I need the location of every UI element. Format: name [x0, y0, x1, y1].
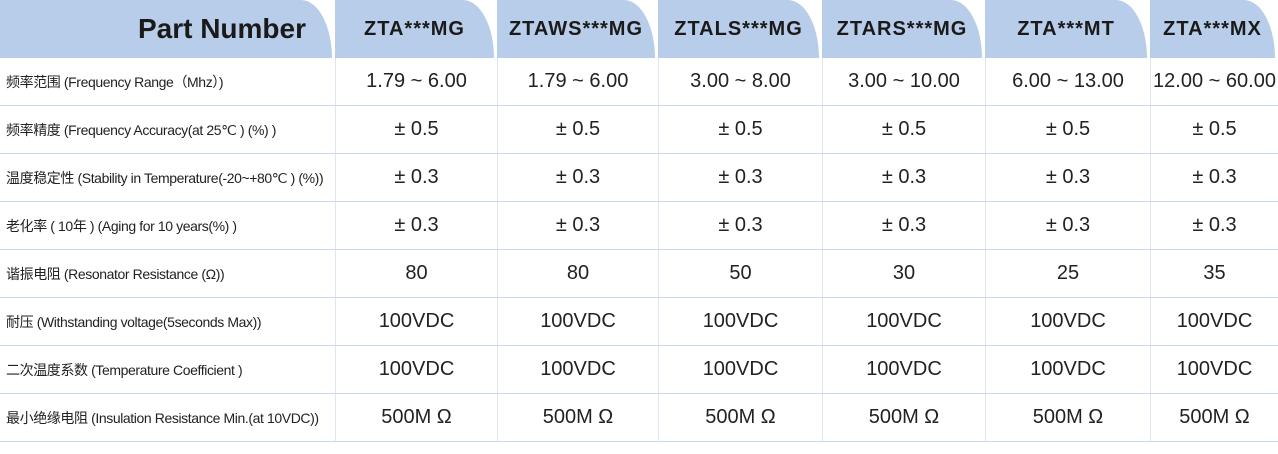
cell-value: 3.00 ~ 8.00	[658, 58, 822, 106]
cell-value: ± 0.5	[985, 106, 1150, 154]
cell-value: 100VDC	[497, 346, 658, 394]
cell-value: ± 0.3	[335, 154, 497, 202]
cell-value: 100VDC	[1150, 298, 1278, 346]
header-title: Part Number	[0, 0, 335, 58]
cell-value: 100VDC	[658, 346, 822, 394]
column-header: ZTARS***MG	[822, 0, 985, 58]
column-header: ZTA***MX	[1150, 0, 1278, 58]
cell-value: ± 0.3	[658, 202, 822, 250]
cell-value: 80	[335, 250, 497, 298]
cell-value: 100VDC	[985, 298, 1150, 346]
cell-value: ± 0.3	[822, 202, 985, 250]
cell-value: 100VDC	[335, 346, 497, 394]
cell-value: 500M Ω	[497, 394, 658, 442]
cell-value: 100VDC	[658, 298, 822, 346]
column-header: ZTA***MG	[335, 0, 497, 58]
cell-value: 3.00 ~ 10.00	[822, 58, 985, 106]
row-label: 频率范围 (Frequency Range（Mhz）)	[0, 58, 335, 106]
row-label: 最小绝缘电阻 (Insulation Resistance Min.(at 10…	[0, 394, 335, 442]
row-label: 老化率 ( 10年 ) (Aging for 10 years(%) )	[0, 202, 335, 250]
cell-value: 100VDC	[822, 346, 985, 394]
cell-value: 35	[1150, 250, 1278, 298]
cell-value: ± 0.5	[822, 106, 985, 154]
cell-value: 100VDC	[335, 298, 497, 346]
cell-value: ± 0.3	[335, 202, 497, 250]
cell-value: ± 0.5	[1150, 106, 1278, 154]
cell-value: 500M Ω	[985, 394, 1150, 442]
cell-value: ± 0.3	[1150, 202, 1278, 250]
cell-value: 100VDC	[1150, 346, 1278, 394]
cell-value: ± 0.3	[497, 202, 658, 250]
cell-value: ± 0.5	[335, 106, 497, 154]
cell-value: 30	[822, 250, 985, 298]
cell-value: 500M Ω	[335, 394, 497, 442]
cell-value: ± 0.3	[985, 154, 1150, 202]
cell-value: 1.79 ~ 6.00	[497, 58, 658, 106]
row-label: 耐压 (Withstanding voltage(5seconds Max))	[0, 298, 335, 346]
cell-value: ± 0.5	[658, 106, 822, 154]
cell-value: 500M Ω	[1150, 394, 1278, 442]
cell-value: ± 0.3	[658, 154, 822, 202]
cell-value: 50	[658, 250, 822, 298]
row-label: 频率精度 (Frequency Accuracy(at 25℃ ) (%) )	[0, 106, 335, 154]
column-header: ZTAWS***MG	[497, 0, 658, 58]
cell-value: 100VDC	[497, 298, 658, 346]
cell-value: 500M Ω	[658, 394, 822, 442]
cell-value: 25	[985, 250, 1150, 298]
row-label: 谐振电阻 (Resonator Resistance (Ω))	[0, 250, 335, 298]
row-label: 温度稳定性 (Stability in Temperature(-20~+80℃…	[0, 154, 335, 202]
cell-value: ± 0.5	[497, 106, 658, 154]
cell-value: 100VDC	[985, 346, 1150, 394]
cell-value: 12.00 ~ 60.00	[1150, 58, 1278, 106]
cell-value: 500M Ω	[822, 394, 985, 442]
cell-value: 80	[497, 250, 658, 298]
cell-value: ± 0.3	[497, 154, 658, 202]
cell-value: ± 0.3	[985, 202, 1150, 250]
cell-value: 1.79 ~ 6.00	[335, 58, 497, 106]
column-header: ZTALS***MG	[658, 0, 822, 58]
column-header: ZTA***MT	[985, 0, 1150, 58]
cell-value: 100VDC	[822, 298, 985, 346]
cell-value: ± 0.3	[822, 154, 985, 202]
row-label: 二次温度系数 (Temperature Coefficient )	[0, 346, 335, 394]
cell-value: 6.00 ~ 13.00	[985, 58, 1150, 106]
cell-value: ± 0.3	[1150, 154, 1278, 202]
